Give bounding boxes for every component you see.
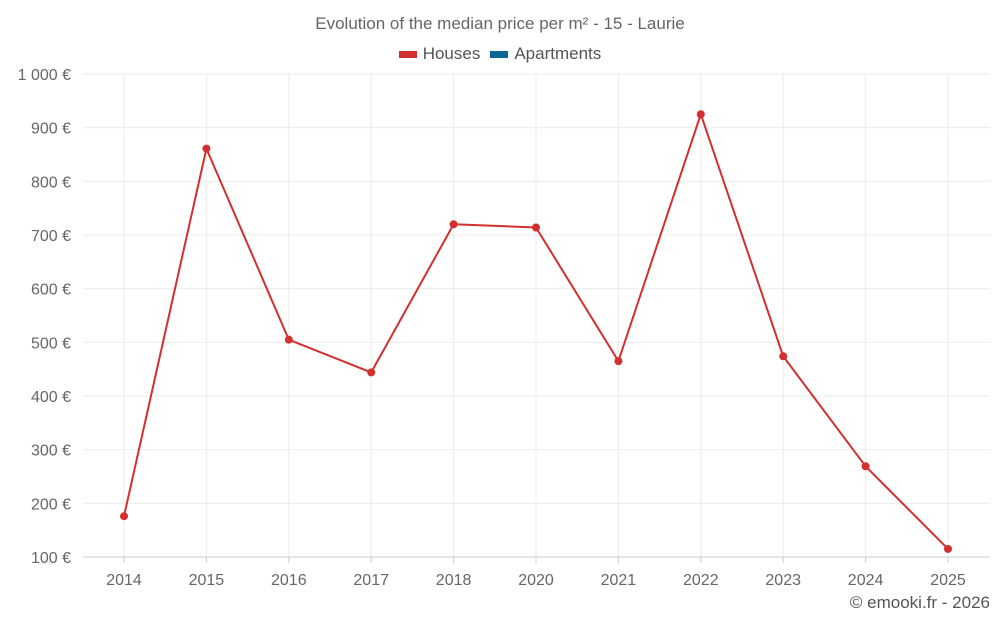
x-tick-label: 2015 — [189, 572, 225, 589]
legend-swatch-apartments — [490, 50, 509, 58]
y-tick-label: 600 € — [31, 282, 71, 299]
y-tick-label: 900 € — [31, 121, 71, 138]
x-tick-label: 2017 — [353, 572, 389, 589]
legend-swatch-houses — [398, 50, 417, 58]
data-point — [696, 110, 705, 119]
data-point — [779, 352, 788, 361]
x-tick-label: 2022 — [683, 572, 719, 589]
x-tick-label: 2020 — [518, 572, 554, 589]
data-point — [944, 544, 952, 553]
y-tick-label: 500 € — [31, 335, 71, 352]
y-tick-label: 800 € — [31, 174, 71, 191]
data-point — [202, 144, 211, 153]
x-tick-label: 2021 — [601, 572, 637, 589]
y-tick-label: 300 € — [31, 443, 71, 460]
y-tick-label: 200 € — [31, 496, 71, 513]
chart-title: Evolution of the median price per m² - 1… — [315, 14, 685, 33]
legend-label-houses: Houses — [422, 44, 481, 63]
x-tick-label: 2023 — [765, 572, 801, 589]
axes: 100 € 200 € 300 € 400 € 500 € 600 € 700 € 800 €… — [18, 67, 990, 589]
data-point — [284, 335, 293, 344]
data-point — [120, 512, 128, 521]
data-point — [614, 357, 623, 366]
grid-lines — [83, 73, 990, 558]
x-tick-label: 2016 — [271, 572, 307, 589]
x-tick-label: 2024 — [848, 572, 884, 589]
x-tick-label: 2025 — [930, 572, 966, 589]
data-point — [532, 223, 540, 232]
legend: Houses Apartments — [0, 44, 1000, 64]
series-houses — [120, 110, 952, 553]
y-tick-label: 1 000 € — [18, 67, 71, 84]
legend-item-houses[interactable]: Houses — [398, 44, 481, 64]
legend-label-apartments: Apartments — [514, 44, 602, 63]
data-point — [861, 462, 870, 471]
data-point — [449, 220, 458, 229]
x-tick-label: 2018 — [436, 572, 472, 589]
y-tick-label: 400 € — [31, 389, 71, 406]
y-tick-label: 100 € — [31, 550, 71, 567]
y-tick-label: 700 € — [31, 228, 71, 245]
data-point — [367, 368, 376, 377]
credit-text: © emooki.fr - 2026 — [849, 593, 990, 612]
legend-item-apartments[interactable]: Apartments — [490, 44, 601, 64]
x-tick-label: 2014 — [106, 572, 142, 589]
